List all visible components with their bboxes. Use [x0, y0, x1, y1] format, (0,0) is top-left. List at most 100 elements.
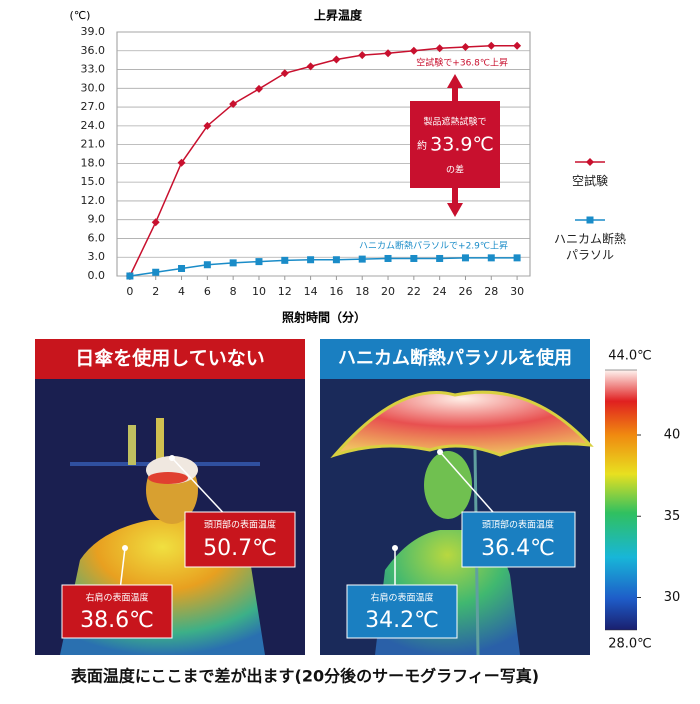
y-tick-label: 33.0: [81, 63, 106, 76]
marker: [461, 254, 469, 262]
callout: [346, 584, 458, 639]
y-tick-label: 36.0: [81, 44, 106, 57]
marker: [332, 256, 340, 264]
callout: [61, 584, 173, 639]
x-tick-label: 30: [510, 285, 524, 298]
marker: [513, 254, 521, 262]
y-tick-label: 21.0: [81, 138, 106, 151]
y-tick-label: 27.0: [81, 100, 106, 113]
marker: [358, 51, 367, 60]
x-tick-label: 22: [407, 285, 421, 298]
callout-label: 右肩の表面温度: [370, 592, 433, 604]
panel-header: [35, 339, 305, 379]
y-tick-label: 18.0: [81, 156, 106, 169]
panel-title: 日傘を使用していない: [75, 347, 264, 370]
annotation: ハニカム断熱パラソルで+2.9℃上昇: [359, 240, 508, 252]
y-tick-label: 9.0: [88, 213, 106, 226]
box-value: 33.9℃: [430, 134, 494, 156]
y-tick-label: 15.0: [81, 175, 106, 188]
callout: [184, 511, 296, 568]
marker: [254, 84, 263, 93]
marker: [229, 99, 238, 108]
y-tick-label: 3.0: [88, 250, 106, 263]
legend-label: ハニカム断熱パラソル: [553, 232, 626, 262]
box-text: 製品遮熱試験で: [423, 116, 486, 128]
marker: [487, 254, 495, 262]
y-tick-label: 39.0: [81, 25, 106, 38]
box-text: の差: [446, 164, 464, 176]
callout: [461, 511, 576, 568]
series-line: [129, 257, 518, 277]
x-tick-label: 12: [278, 285, 292, 298]
marker: [307, 256, 315, 264]
marker: [409, 46, 418, 55]
y-tick-label: 30.0: [81, 81, 106, 94]
panel-header: [320, 339, 590, 379]
x-tick-label: 24: [433, 285, 447, 298]
marker: [280, 69, 289, 78]
legend-label: 空試験: [571, 174, 608, 188]
callout-label: 頭頂部の表面温度: [482, 519, 554, 531]
x-tick-label: 14: [304, 285, 318, 298]
callout-value: 38.6℃: [80, 608, 154, 633]
annotation: 空試験で+36.8℃上昇: [416, 57, 508, 69]
marker: [487, 41, 496, 50]
marker: [358, 255, 366, 263]
colorbar: [605, 370, 637, 630]
marker: [178, 264, 186, 272]
caption: 表面温度にここまで差が出ます(20分後のサーモグラフィー写真): [70, 667, 539, 686]
marker: [177, 158, 186, 167]
colorbar-label: 28.0℃: [608, 637, 652, 652]
callout-label: 右肩の表面温度: [85, 592, 148, 604]
chart-title: 上昇温度: [314, 8, 363, 23]
marker: [151, 218, 160, 227]
x-tick-label: 16: [329, 285, 343, 298]
marker: [436, 254, 444, 262]
marker: [332, 55, 341, 64]
legend-marker: [586, 158, 594, 166]
x-tick-label: 28: [484, 285, 498, 298]
x-tick-label: 2: [152, 285, 159, 298]
y-tick-label: 24.0: [81, 119, 106, 132]
marker: [126, 272, 134, 280]
box-text: 約: [417, 139, 427, 152]
colorbar-label: 35: [664, 509, 681, 524]
colorbar-label: 30: [664, 590, 681, 605]
y-unit: (℃): [70, 9, 91, 22]
marker: [435, 44, 444, 53]
marker: [152, 268, 160, 276]
marker: [255, 258, 263, 266]
marker: [461, 43, 470, 52]
marker: [306, 62, 315, 71]
colorbar-label: 44.0℃: [608, 349, 652, 364]
callout-value: 36.4℃: [481, 536, 555, 561]
x-tick-label: 26: [458, 285, 472, 298]
x-axis-label: 照射時間（分）: [282, 310, 366, 325]
colorbar-label: 40: [664, 428, 681, 443]
y-tick-label: 0.0: [88, 269, 106, 282]
marker: [281, 256, 289, 264]
marker: [229, 259, 237, 267]
callout-value: 34.2℃: [365, 608, 439, 633]
difference-box: 製品遮熱試験で 約 33.9℃ の差: [410, 74, 500, 217]
x-tick-label: 6: [204, 285, 211, 298]
marker: [203, 261, 211, 269]
series-line: [129, 45, 518, 277]
y-tick-label: 12.0: [81, 194, 106, 207]
marker: [410, 254, 418, 262]
x-tick-label: 4: [178, 285, 185, 298]
y-tick-label: 6.0: [88, 231, 106, 244]
marker: [203, 121, 212, 130]
x-tick-label: 0: [126, 285, 133, 298]
callout-value: 50.7℃: [203, 536, 277, 561]
marker: [384, 254, 392, 262]
x-tick-label: 10: [252, 285, 266, 298]
callout-label: 頭頂部の表面温度: [204, 519, 276, 531]
marker: [384, 49, 393, 58]
x-tick-label: 18: [355, 285, 369, 298]
marker: [513, 41, 522, 50]
x-tick-label: 8: [230, 285, 237, 298]
x-tick-label: 20: [381, 285, 395, 298]
panel-title: ハニカム断熱パラソルを使用: [338, 347, 572, 369]
